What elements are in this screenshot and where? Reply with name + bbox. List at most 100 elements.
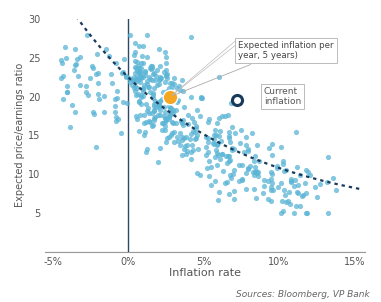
Point <box>64 89 70 94</box>
Point <box>205 140 211 144</box>
Point <box>224 161 230 166</box>
Point <box>178 119 184 124</box>
Point <box>229 124 235 129</box>
Point <box>154 83 160 88</box>
Point <box>156 47 162 51</box>
Point <box>67 125 73 130</box>
Point <box>255 170 261 175</box>
Point <box>69 103 75 108</box>
Point <box>173 108 179 113</box>
Point <box>153 105 159 110</box>
Point <box>208 165 214 169</box>
Point <box>312 185 318 189</box>
Point <box>243 134 249 139</box>
Point <box>135 64 141 69</box>
Point <box>269 176 275 181</box>
Point <box>163 60 169 65</box>
Point <box>282 192 288 197</box>
Point <box>138 61 144 66</box>
Point <box>236 162 242 167</box>
Point <box>179 78 185 83</box>
Point <box>243 170 249 175</box>
Point <box>162 115 168 120</box>
Point <box>187 136 193 141</box>
Point <box>274 166 280 171</box>
Point <box>140 43 146 48</box>
Point <box>154 113 160 117</box>
Point <box>58 58 64 63</box>
Point <box>226 158 232 163</box>
Point <box>72 110 78 115</box>
Point <box>241 149 247 154</box>
Point <box>278 180 284 185</box>
Point <box>89 64 95 69</box>
Point <box>136 75 142 80</box>
Point <box>158 127 165 132</box>
Point <box>212 179 218 184</box>
Point <box>149 66 155 71</box>
Point <box>72 46 78 51</box>
Point <box>222 181 228 185</box>
Point <box>215 197 221 202</box>
Point <box>256 159 262 164</box>
Point <box>119 71 125 76</box>
Point <box>149 77 155 82</box>
Point <box>260 190 266 195</box>
Point <box>215 162 221 167</box>
Point <box>234 98 240 103</box>
Point <box>224 179 230 184</box>
Point <box>144 55 150 60</box>
Point <box>142 130 148 134</box>
Point <box>303 191 309 195</box>
Point <box>222 114 228 119</box>
Point <box>114 96 120 101</box>
Point <box>303 210 309 215</box>
Point <box>121 57 127 62</box>
Text: Current
inflation: Current inflation <box>264 87 301 106</box>
Point <box>275 185 281 190</box>
Point <box>198 95 204 100</box>
Point <box>277 145 283 150</box>
Point <box>163 140 169 145</box>
Point <box>175 138 181 143</box>
Point <box>141 133 147 138</box>
Point <box>247 163 253 168</box>
Point <box>150 95 156 100</box>
Point <box>167 94 173 99</box>
Point <box>156 105 162 110</box>
Point <box>177 130 183 135</box>
Point <box>174 86 180 91</box>
Point <box>213 148 219 153</box>
Point <box>291 184 297 188</box>
Point <box>297 172 303 177</box>
Text: Sources: Bloomberg, VP Bank: Sources: Bloomberg, VP Bank <box>236 290 370 299</box>
Point <box>140 86 146 91</box>
Point <box>234 98 240 103</box>
Point <box>229 146 235 150</box>
Point <box>166 104 172 109</box>
Point <box>194 136 200 141</box>
Point <box>118 131 124 136</box>
Point <box>93 145 99 150</box>
Point <box>171 82 177 86</box>
Point <box>294 165 300 170</box>
Point <box>293 204 299 208</box>
Point <box>131 71 138 76</box>
Point <box>101 110 107 115</box>
Point <box>95 70 101 75</box>
Point <box>152 114 158 119</box>
Point <box>150 109 157 114</box>
Point <box>179 134 185 139</box>
Point <box>163 75 170 80</box>
Point <box>142 120 149 125</box>
Point <box>144 79 150 84</box>
Point <box>269 180 275 185</box>
Point <box>203 135 209 140</box>
Point <box>112 103 118 108</box>
Point <box>109 81 115 85</box>
Point <box>144 147 150 152</box>
Point <box>157 108 163 112</box>
Point <box>170 111 176 115</box>
Point <box>90 110 96 114</box>
Point <box>146 111 152 115</box>
